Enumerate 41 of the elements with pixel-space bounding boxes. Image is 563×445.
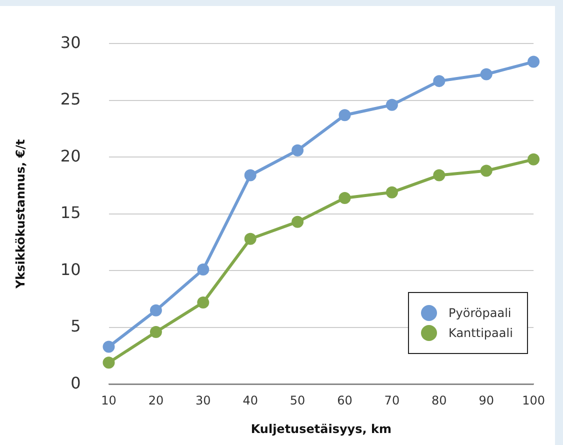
x-tick-label: 80 — [432, 394, 447, 408]
point — [338, 192, 351, 204]
point — [386, 186, 398, 198]
x-axis-title: Kuljetusetäisyys, km — [250, 422, 392, 436]
legend-label: Pyöröpaali — [448, 306, 512, 320]
point — [150, 326, 162, 338]
x-tick-label: 20 — [148, 394, 164, 408]
point — [480, 164, 492, 177]
point — [433, 75, 446, 88]
point — [338, 109, 351, 122]
y-tick-label: 15 — [60, 203, 81, 222]
point — [150, 304, 162, 316]
y-tick-label: 5 — [70, 316, 81, 336]
point — [528, 56, 540, 68]
point — [528, 153, 540, 166]
point — [244, 169, 256, 182]
x-tick-label: 90 — [478, 394, 494, 408]
y-tick-label: 10 — [60, 260, 81, 279]
x-tick-label: 10 — [101, 394, 116, 408]
y-axis-title: Yksikkökustannus, €/t — [13, 139, 28, 290]
x-tick-label: 40 — [242, 394, 258, 408]
y-tick-label: 20 — [60, 146, 81, 166]
point — [102, 340, 115, 353]
point — [102, 356, 115, 369]
x-tick-label: 50 — [290, 394, 306, 408]
point — [433, 169, 446, 182]
legend-label: Kanttipaali — [448, 326, 513, 340]
point — [244, 232, 256, 245]
point — [292, 216, 304, 228]
x-tick-label: 70 — [384, 394, 400, 408]
y-tick-label: 30 — [60, 32, 81, 52]
point — [197, 296, 210, 308]
y-tick-label: 25 — [60, 90, 81, 109]
x-tick-label: 100 — [522, 394, 545, 408]
point — [197, 264, 210, 276]
point — [292, 144, 304, 156]
x-tick-label: 60 — [337, 394, 352, 408]
point — [386, 98, 398, 111]
point — [480, 68, 492, 80]
x-tick-label: 30 — [196, 394, 211, 408]
y-tick-label: 0 — [70, 373, 81, 392]
